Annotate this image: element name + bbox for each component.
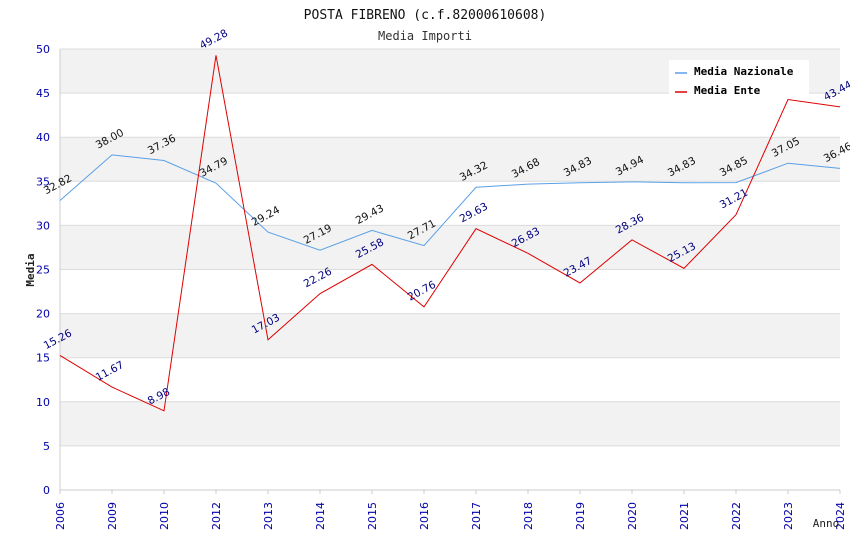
x-tick-label: 2023 xyxy=(782,502,795,530)
grid-band xyxy=(60,445,840,490)
x-tick-label: 2019 xyxy=(574,502,587,530)
x-tick-label: 2014 xyxy=(314,502,327,530)
x-tick-label: 2017 xyxy=(470,502,483,530)
x-tick-label: 2020 xyxy=(626,502,639,530)
x-tick-label: 2006 xyxy=(54,502,67,530)
chart-title: POSTA FIBRENO (c.f.82000610608) xyxy=(304,8,547,23)
x-axis-label: Anno xyxy=(813,517,840,530)
legend-label-media-ente: Media Ente xyxy=(694,84,761,97)
legend-box xyxy=(669,60,809,98)
y-tick-label: 10 xyxy=(36,396,50,409)
grid-band xyxy=(60,269,840,314)
grid-band xyxy=(60,181,840,226)
x-tick-label: 2021 xyxy=(678,502,691,530)
x-tick-label: 2015 xyxy=(366,502,379,530)
y-tick-label: 0 xyxy=(43,484,50,497)
grid-band xyxy=(60,93,840,138)
series-line-media-nazionale xyxy=(59,154,841,251)
legend: Media Nazionale Media Ente xyxy=(669,60,809,98)
y-tick-label: 45 xyxy=(36,87,50,100)
grid-band xyxy=(60,357,840,402)
grid-band xyxy=(60,401,840,446)
y-tick-label: 15 xyxy=(36,352,50,365)
x-tick-label: 2009 xyxy=(106,502,119,530)
x-tick-label: 2018 xyxy=(522,502,535,530)
grid-band xyxy=(60,313,840,358)
x-axis-ticks: 2006 2009 2010 2012 2013 2014 2015 2016 2017 2018… xyxy=(54,490,847,530)
y-tick-label: 50 xyxy=(36,43,50,56)
x-tick-label: 2013 xyxy=(262,502,275,530)
x-tick-label: 2016 xyxy=(418,502,431,530)
y-tick-label: 30 xyxy=(36,219,50,232)
y-tick-label: 40 xyxy=(36,131,50,144)
grid-band xyxy=(60,137,840,182)
y-tick-label: 25 xyxy=(36,264,50,277)
x-tick-label: 2022 xyxy=(730,502,743,530)
x-tick-label: 2012 xyxy=(210,502,223,530)
series-line-media-ente xyxy=(59,55,841,412)
y-axis-ticks: 0 5 10 15 20 25 30 35 40 45 50 xyxy=(36,43,50,497)
y-tick-label: 5 xyxy=(43,440,50,453)
data-label: 49.28 xyxy=(198,27,230,52)
chart-subtitle: Media Importi xyxy=(378,29,472,43)
grid-bands xyxy=(60,49,840,490)
y-tick-label: 35 xyxy=(36,175,50,188)
series-lines xyxy=(59,55,841,412)
y-tick-label: 20 xyxy=(36,308,50,321)
legend-label-media-nazionale: Media Nazionale xyxy=(694,65,794,78)
x-tick-label: 2010 xyxy=(158,502,171,530)
x-tick-label: 2024 xyxy=(834,502,847,530)
axes xyxy=(59,49,840,491)
grid-band xyxy=(60,225,840,270)
y-axis-label: Media xyxy=(24,253,37,286)
